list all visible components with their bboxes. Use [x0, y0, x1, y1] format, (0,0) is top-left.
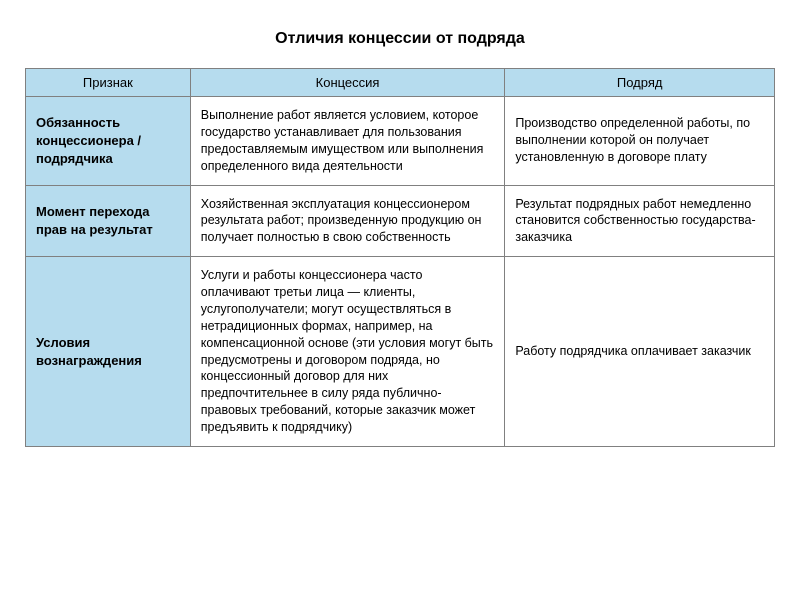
cell-1-contract: Результат подрядных работ немедленно ста…: [505, 185, 775, 257]
cell-2-concession: Услуги и работы концессионера часто опла…: [190, 257, 505, 447]
cell-1-concession: Хозяйственная эксплуатация концессионеро…: [190, 185, 505, 257]
row-head-1: Момент перехода прав на результат: [26, 185, 191, 257]
col-header-2: Подряд: [505, 69, 775, 97]
cell-0-contract: Производство определенной работы, по вып…: [505, 97, 775, 186]
row-head-2: Условия вознаграждения: [26, 257, 191, 447]
col-header-1: Концессия: [190, 69, 505, 97]
table-row: Обязанность концессионера / подрядчика В…: [26, 97, 775, 186]
table-row: Момент перехода прав на результат Хозяйс…: [26, 185, 775, 257]
table-header-row: Признак Концессия Подряд: [26, 69, 775, 97]
col-header-0: Признак: [26, 69, 191, 97]
table-row: Условия вознаграждения Услуги и работы к…: [26, 257, 775, 447]
cell-0-concession: Выполнение работ является условием, кото…: [190, 97, 505, 186]
row-head-0: Обязанность концессионера / подрядчика: [26, 97, 191, 186]
page-title: Отличия концессии от подряда: [25, 30, 775, 48]
cell-2-contract: Работу подрядчика оплачивает заказчик: [505, 257, 775, 447]
comparison-table: Признак Концессия Подряд Обязанность кон…: [25, 68, 775, 447]
